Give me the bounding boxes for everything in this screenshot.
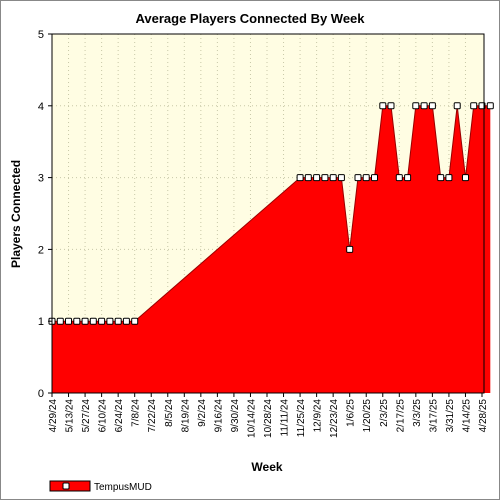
data-point (486, 102, 494, 110)
data-point (453, 102, 461, 110)
x-tick-label: 8/19/24 (180, 399, 191, 433)
data-point (428, 102, 436, 110)
data-point (56, 317, 64, 325)
data-point (321, 174, 329, 182)
area-fill (52, 105, 491, 394)
y-tick-label: 3 (38, 173, 44, 185)
data-point (304, 174, 312, 182)
data-point (122, 317, 130, 325)
legend: TempusMUD (49, 480, 152, 493)
data-point (395, 174, 403, 182)
data-point (337, 174, 345, 182)
x-tick-label: 9/16/24 (213, 399, 224, 433)
data-point (89, 317, 97, 325)
data-markers (48, 102, 494, 325)
data-point (346, 245, 354, 253)
data-point (445, 174, 453, 182)
y-tick-label: 1 (38, 316, 44, 328)
x-tick-label: 10/14/24 (246, 399, 257, 438)
data-point (329, 174, 337, 182)
data-point (437, 174, 445, 182)
x-tick-label: 12/9/24 (313, 399, 324, 433)
data-point (296, 174, 304, 182)
x-axis-title: Week (251, 460, 282, 474)
data-point (354, 174, 362, 182)
x-tick-label: 2/3/25 (379, 399, 390, 427)
y-tick-label: 4 (38, 101, 44, 113)
data-point (420, 102, 428, 110)
x-tick-label: 9/30/24 (230, 399, 241, 433)
x-tick-label: 5/27/24 (81, 399, 92, 433)
data-point (131, 317, 139, 325)
data-point (462, 174, 469, 182)
y-axis-ticks: 0 1 2 3 4 5 (38, 29, 52, 400)
y-axis-title: Players Connected (9, 160, 23, 268)
x-tick-label: 8/5/24 (164, 399, 175, 427)
chart-title: Average Players Connected By Week (135, 11, 365, 26)
x-tick-label: 5/13/24 (65, 399, 76, 433)
legend-marker-icon (62, 482, 70, 490)
x-axis-ticks: 4/29/24 5/13/24 5/27/24 6/10/24 6/24/24 7/8/2… (48, 393, 489, 438)
x-tick-label: 7/22/24 (147, 399, 158, 433)
data-point (412, 102, 420, 110)
data-point (81, 317, 89, 325)
data-point (114, 317, 122, 325)
data-point (379, 102, 387, 110)
y-tick-label: 5 (38, 29, 44, 41)
x-tick-label: 9/2/24 (197, 399, 208, 427)
x-tick-label: 12/23/24 (329, 399, 340, 438)
data-point (387, 102, 395, 110)
x-tick-label: 3/17/25 (428, 399, 439, 433)
x-tick-label: 3/3/25 (412, 399, 423, 427)
x-tick-label: 7/8/24 (131, 399, 142, 427)
data-point (362, 174, 370, 182)
data-point (73, 317, 81, 325)
plot-border (51, 33, 485, 394)
x-tick-label: 1/6/25 (346, 399, 357, 427)
legend-label: TempusMUD (94, 482, 152, 493)
x-tick-label: 1/20/25 (362, 399, 373, 433)
x-tick-label: 11/25/24 (296, 399, 307, 438)
x-tick-label: 10/28/24 (263, 399, 274, 438)
y-tick-label: 0 (38, 388, 44, 400)
x-tick-label: 11/11/24 (280, 399, 291, 437)
x-tick-label: 6/10/24 (98, 399, 109, 433)
data-point (404, 174, 412, 182)
x-tick-label: 2/17/25 (395, 399, 406, 433)
x-tick-label: 4/28/25 (478, 399, 489, 433)
x-tick-label: 3/31/25 (445, 399, 456, 433)
x-tick-label: 6/24/24 (114, 399, 125, 433)
data-point (106, 317, 114, 325)
data-point (65, 317, 72, 325)
x-tick-label: 4/14/25 (461, 399, 472, 433)
legend-swatch (49, 480, 91, 492)
x-tick-label: 4/29/24 (48, 399, 59, 433)
data-point (371, 174, 378, 182)
data-point (313, 174, 321, 182)
y-tick-label: 2 (38, 244, 44, 256)
data-point (470, 102, 478, 110)
data-point (98, 317, 106, 325)
